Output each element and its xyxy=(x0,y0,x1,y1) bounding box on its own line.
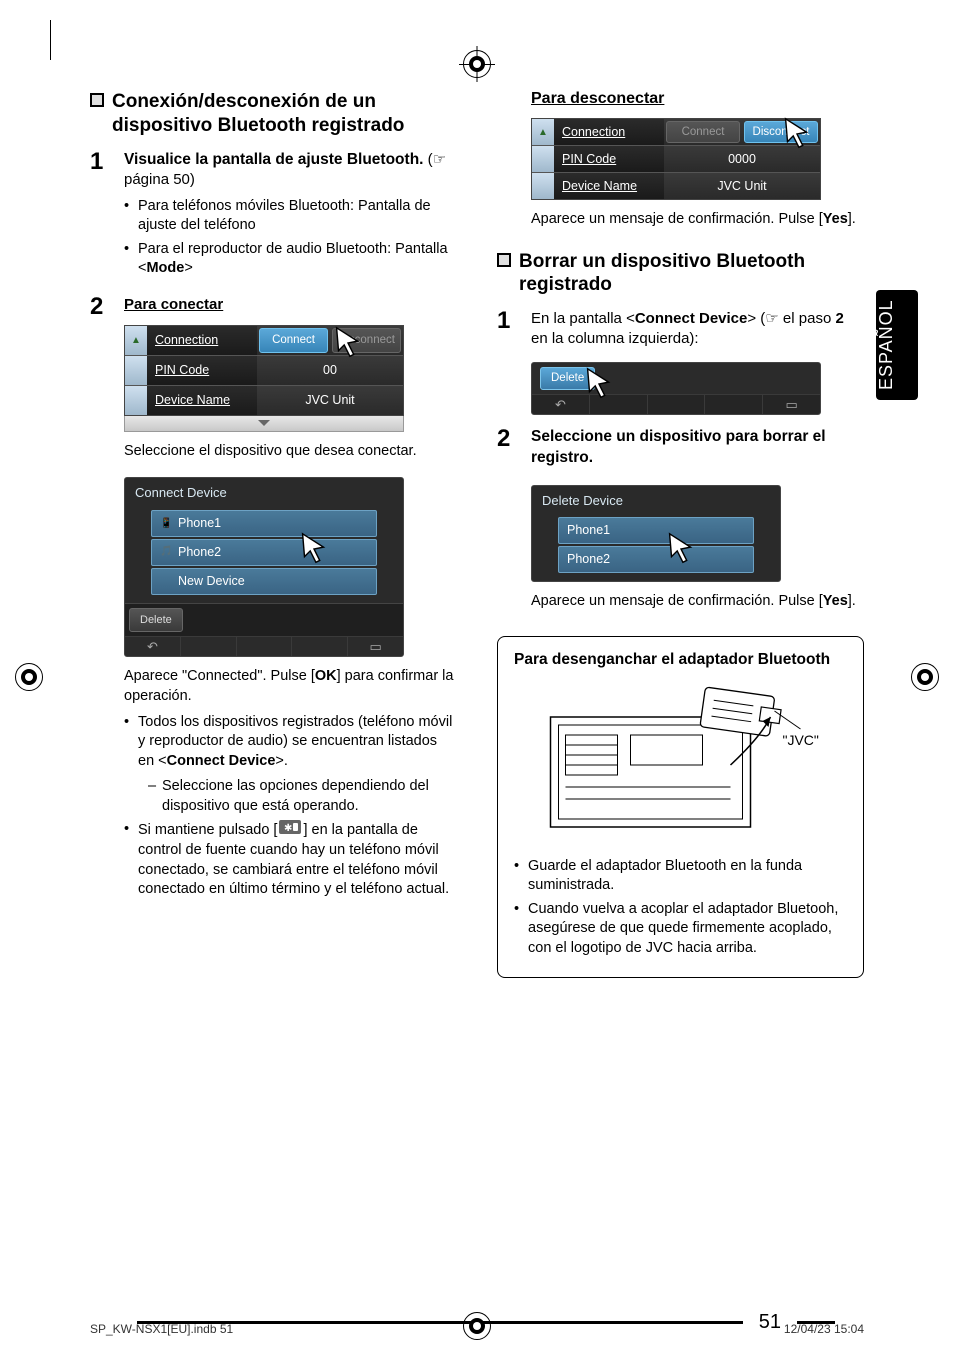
section-bullet-icon xyxy=(90,93,104,107)
device-row-phone1[interactable]: Phone1 xyxy=(558,517,754,544)
step1-bullet-1: Para teléfonos móviles Bluetooth: Pantal… xyxy=(124,197,457,236)
device-row-phone2[interactable]: 🎵Phone2 xyxy=(151,539,377,566)
connection-label: Connection xyxy=(554,119,664,145)
scroll-up-icon[interactable]: ▲ xyxy=(125,326,147,355)
r-step2-bold: Seleccione un dispositivo para borrar el… xyxy=(531,428,826,466)
delete-button-highlighted[interactable]: Delete xyxy=(540,367,595,391)
section-bullet-icon xyxy=(497,253,511,267)
adapter-diagram: "JVC" xyxy=(514,677,847,847)
step2-caption-1: Seleccione el dispositivo que desea cone… xyxy=(124,442,457,462)
scroll-up-icon[interactable]: ▲ xyxy=(532,119,554,145)
language-tab: ESPAÑOL xyxy=(876,290,918,400)
crop-mark-bottom xyxy=(463,1312,491,1340)
scroll-down-icon[interactable] xyxy=(124,416,404,432)
step1-bullet-2: Para el reproductor de audio Bluetooth: … xyxy=(124,240,457,279)
back-icon[interactable]: ↶ xyxy=(532,395,589,414)
pincode-label: PIN Code xyxy=(147,356,257,385)
r-step1-text: En la pantalla <Connect Device> (☞ el pa… xyxy=(531,310,844,347)
devicename-label: Device Name xyxy=(554,173,664,199)
right-column: Para desconectar ▲ Connection Connect Di… xyxy=(497,90,864,1294)
power-icon[interactable]: ▭ xyxy=(762,395,820,414)
step2-heading: Para conectar xyxy=(124,296,223,313)
connection-ui-panel: ▲ Connection Connect Disconnect PIN Code xyxy=(124,325,404,416)
step2-caption-2: Aparece "Connected". Pulse [OK] para con… xyxy=(124,667,457,706)
crop-marks-top xyxy=(0,20,954,60)
box-bullet-2: Cuando vuelva a acoplar el adaptador Blu… xyxy=(514,900,847,959)
disconnect-button[interactable]: Disconnect xyxy=(744,121,818,143)
bluetooth-phone-icon: ✱ xyxy=(277,820,303,841)
back-icon[interactable]: ↶ xyxy=(125,637,180,656)
step-number-2-right: 2 xyxy=(497,427,519,451)
connect-device-panel: Connect Device 📱Phone1 🎵Phone2 New Devic… xyxy=(124,477,404,657)
footer-left: SP_KW-NSX1[EU].indb 51 xyxy=(90,1322,233,1336)
disconnect-heading: Para desconectar xyxy=(531,90,664,107)
left-column: Conexión/desconexión de un dispositivo B… xyxy=(90,90,457,1294)
pincode-value: 00 xyxy=(257,356,403,385)
crop-mark-right xyxy=(911,663,939,691)
delete-button[interactable]: Delete xyxy=(129,608,183,633)
connection-label: Connection xyxy=(147,326,257,355)
step1-text-bold: Visualice la pantalla de ajuste Bluetoot… xyxy=(124,151,423,168)
footer-right: 12/04/23 15:04 xyxy=(784,1322,864,1336)
power-icon[interactable]: ▭ xyxy=(347,637,403,656)
step2-sub-bullet-1: Seleccione las opciones dependiendo del … xyxy=(138,777,457,816)
svg-text:✱: ✱ xyxy=(284,823,292,834)
crop-mark-left xyxy=(15,663,43,691)
pincode-label: PIN Code xyxy=(554,146,664,172)
devicename-value: JVC Unit xyxy=(257,386,403,415)
pincode-value: 0000 xyxy=(664,146,820,172)
device-row-new[interactable]: New Device xyxy=(151,568,377,595)
step-number-1: 1 xyxy=(90,150,112,174)
section-title-delete: Borrar un dispositivo Bluetooth registra… xyxy=(519,250,864,298)
step2-bullet-1: Todos los dispositivos registrados (telé… xyxy=(124,713,457,817)
section-title-connect: Conexión/desconexión de un dispositivo B… xyxy=(112,90,457,138)
delete-strip-panel: Delete ↶ ▭ xyxy=(531,362,821,416)
jvc-label: "JVC" xyxy=(783,732,819,748)
delete-device-header: Delete Device xyxy=(532,486,780,516)
devicename-label: Device Name xyxy=(147,386,257,415)
device-row-phone1[interactable]: 📱Phone1 xyxy=(151,510,377,537)
devicename-value: JVC Unit xyxy=(664,173,820,199)
device-row-phone2[interactable]: Phone2 xyxy=(558,546,754,573)
connect-button[interactable]: Connect xyxy=(666,121,740,143)
disconnect-caption: Aparece un mensaje de confirmación. Puls… xyxy=(531,210,864,230)
box-bullet-1: Guarde el adaptador Bluetooth en la fund… xyxy=(514,857,847,896)
step2-bullet-2: Si mantiene pulsado [✱] en la pantalla d… xyxy=(124,820,457,899)
r-step2-caption: Aparece un mensaje de confirmación. Puls… xyxy=(531,592,864,612)
box-title: Para desenganchar el adaptador Bluetooth xyxy=(514,651,847,669)
step-number-1-right: 1 xyxy=(497,309,519,333)
connect-button[interactable]: Connect xyxy=(259,328,328,353)
step-number-2: 2 xyxy=(90,295,112,319)
connect-device-header: Connect Device xyxy=(125,478,403,508)
disconnect-button[interactable]: Disconnect xyxy=(332,328,401,353)
connection-ui-panel-disconnect: ▲ Connection Connect Disconnect PIN Code… xyxy=(531,118,821,200)
detach-adapter-box: Para desenganchar el adaptador Bluetooth xyxy=(497,636,864,978)
delete-device-panel: Delete Device Phone1 Phone2 xyxy=(531,485,781,582)
